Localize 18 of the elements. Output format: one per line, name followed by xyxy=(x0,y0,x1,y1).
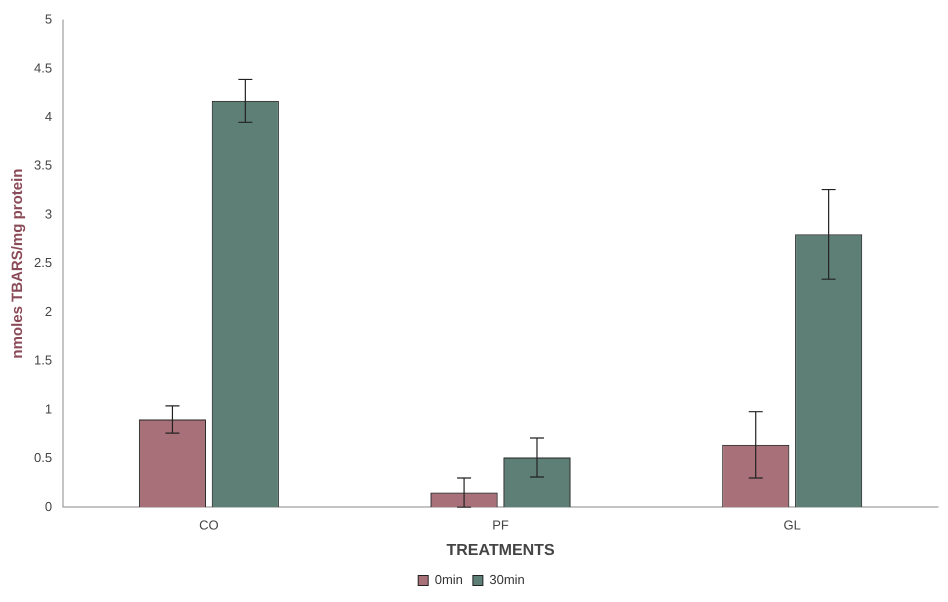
y-axis-title: nmoles TBARS/mg protein xyxy=(9,168,26,359)
x-tick-label: GL xyxy=(784,518,801,533)
x-tick-label: PF xyxy=(492,518,509,533)
x-tick-label: CO xyxy=(199,518,219,533)
y-tick-label: 3 xyxy=(44,206,52,222)
y-tick-label: 4.5 xyxy=(34,60,52,76)
x-axis-title: TREATMENTS xyxy=(446,542,555,559)
y-tick-label: 1 xyxy=(44,401,52,416)
y-tick-label: 2.5 xyxy=(34,255,52,270)
y-tick-label: 0.5 xyxy=(34,450,52,466)
y-tick-label: 4 xyxy=(44,109,52,124)
y-tick-label: 0 xyxy=(44,498,52,514)
y-tick-label: 2 xyxy=(44,304,52,319)
y-tick-label: 5 xyxy=(44,12,52,27)
y-tick-label: 1.5 xyxy=(34,352,52,368)
legend-label: 0min xyxy=(434,572,463,588)
y-tick-label: 3.5 xyxy=(34,158,52,173)
legend-label: 30min xyxy=(489,572,525,588)
